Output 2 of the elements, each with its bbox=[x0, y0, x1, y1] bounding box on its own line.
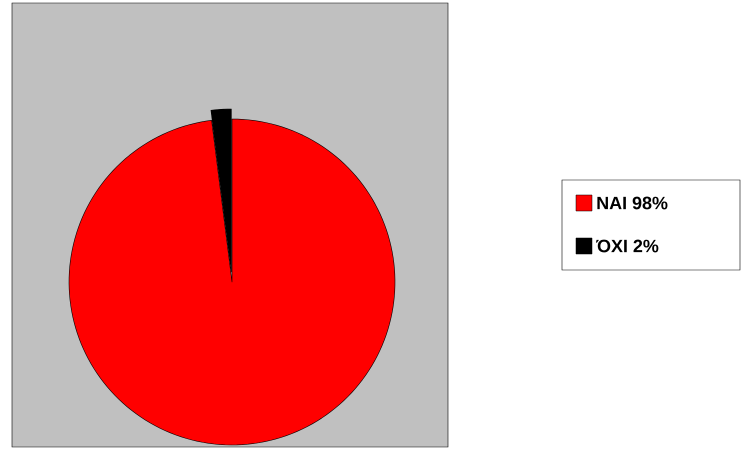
legend-label: ΝΑΙ 98% bbox=[597, 196, 668, 210]
legend-label: ΌΧΙ 2% bbox=[596, 240, 658, 252]
